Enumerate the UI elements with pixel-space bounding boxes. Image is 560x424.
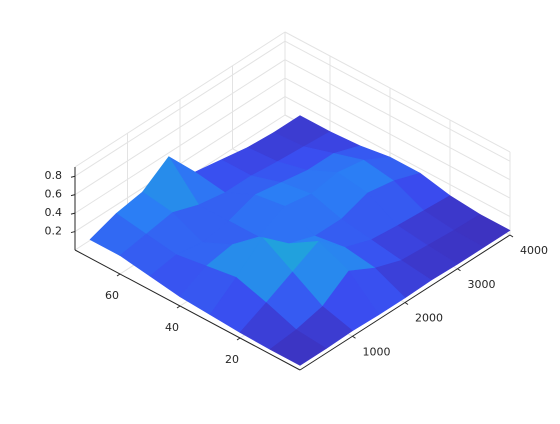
y-tick-label: 2000 xyxy=(415,312,443,325)
z-tick-label: 0.2 xyxy=(45,225,63,238)
x-axis-line xyxy=(74,249,301,371)
z-tick xyxy=(70,175,76,178)
z-tick xyxy=(70,212,76,215)
x-tick xyxy=(116,273,121,277)
x-tick xyxy=(176,305,181,309)
grid-line xyxy=(74,40,286,177)
x-tick-label: 60 xyxy=(105,289,119,302)
grid-line xyxy=(74,77,286,214)
y-tick-label: 1000 xyxy=(363,345,391,358)
grid-line xyxy=(284,40,511,162)
grid-line xyxy=(74,59,286,196)
grid-line xyxy=(284,96,511,217)
y-tick xyxy=(457,268,461,272)
z-tick-label: 0.6 xyxy=(45,188,63,201)
box-edge xyxy=(284,31,511,153)
y-tick-label: 3000 xyxy=(468,278,496,291)
z-tick xyxy=(70,231,76,234)
x-tick xyxy=(236,337,241,341)
surface-patch xyxy=(269,329,327,366)
z-tick-label: 0.4 xyxy=(45,206,63,219)
y-tick xyxy=(509,234,514,238)
grid-line xyxy=(284,77,511,199)
y-tick xyxy=(352,335,356,339)
grid-line xyxy=(284,59,511,181)
x-tick-label: 40 xyxy=(165,321,179,334)
y-tick-label: 4000 xyxy=(520,244,548,257)
x-tick-label: 20 xyxy=(225,353,239,366)
y-tick xyxy=(404,302,409,305)
z-tick xyxy=(70,194,76,197)
z-tick-label: 0.8 xyxy=(45,169,63,182)
